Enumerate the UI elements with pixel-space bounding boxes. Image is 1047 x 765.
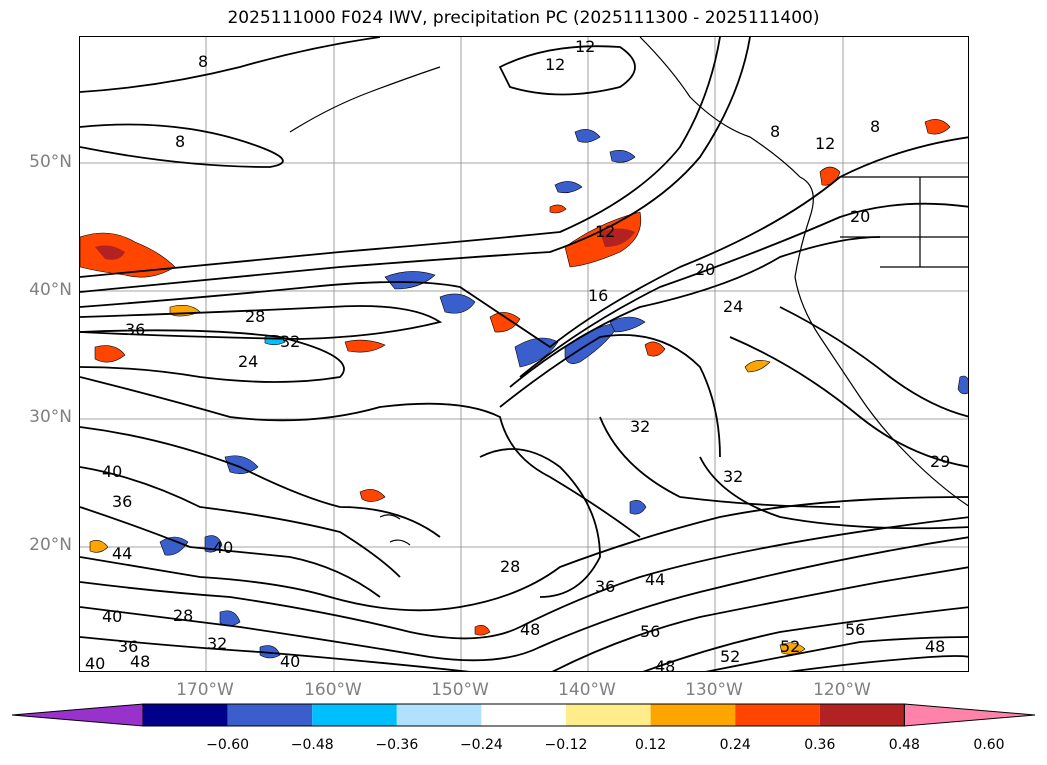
contour-label: 28 (245, 307, 265, 326)
contour-label: 28 (173, 606, 193, 625)
contour-label: 52 (780, 637, 800, 656)
contour-labels: 8 8 12 12 8 12 8 12 16 20 20 24 28 32 36… (85, 37, 950, 672)
colorbar-tick-label: 0.36 (804, 737, 836, 753)
contour-label: 36 (125, 320, 145, 339)
colorbar-segment (227, 704, 313, 726)
contour-label: 56 (640, 622, 660, 641)
contour-label: 56 (845, 620, 865, 639)
contour-label: 12 (815, 134, 835, 153)
colorbar-extend-high (903, 703, 1036, 727)
lon-label-120w: 120°W (813, 680, 871, 700)
lon-label-160w: 160°W (304, 680, 362, 700)
contour-label: 36 (595, 577, 615, 596)
contour-label: 29 (930, 452, 950, 471)
contour-label: 36 (112, 492, 132, 511)
contour-label: 24 (238, 352, 258, 371)
colorbar-tick-label: −0.48 (290, 737, 334, 753)
colorbar-tick-label: 0.24 (719, 737, 751, 753)
colorbar-tick-label: 0.60 (973, 737, 1005, 753)
lon-label-170w: 170°W (176, 680, 234, 700)
contour-label: 20 (695, 260, 715, 279)
contour-label: 24 (723, 297, 743, 316)
contour-label: 48 (655, 657, 675, 672)
contour-label: 8 (198, 52, 208, 71)
contour-label: 40 (213, 538, 233, 557)
contour-label: 32 (280, 332, 300, 351)
lat-label-50n: 50°N (29, 152, 72, 172)
colorbar-segment (481, 704, 566, 726)
graticule (80, 37, 968, 671)
contour-label: 44 (112, 544, 132, 563)
contour-label: 48 (130, 652, 150, 671)
colorbar-segment (819, 704, 905, 726)
contour-label: 32 (723, 467, 743, 486)
contour-label: 20 (850, 207, 870, 226)
contour-label: 36 (118, 637, 138, 656)
contour-label: 40 (102, 607, 122, 626)
contour-label: 40 (280, 652, 300, 671)
colorbar-tick-label: −0.24 (459, 737, 503, 753)
colorbar-tick-label: 0.48 (888, 737, 920, 753)
colorbar-segment (650, 704, 736, 726)
colorbar-tick-label: 0.12 (635, 737, 667, 753)
contour-label: 40 (102, 462, 122, 481)
colorbar-extend-low (11, 703, 144, 727)
contour-label: 44 (645, 570, 665, 589)
colorbar-segment (396, 704, 482, 726)
contour-label: 12 (595, 222, 615, 241)
contour-label: 8 (770, 122, 780, 141)
colorbar-outline (142, 703, 905, 727)
colorbar-tick-label: −0.36 (375, 737, 419, 753)
colorbar-tick-label: −0.60 (206, 737, 250, 753)
contour-label: 48 (520, 620, 540, 639)
colorbar-segment (143, 704, 228, 726)
contour-label: 52 (720, 647, 740, 666)
contour-label: 32 (207, 634, 227, 653)
colorbar-tick-label: −0.12 (544, 737, 588, 753)
colorbar-segment (566, 704, 651, 726)
map-title: 2025111000 F024 IWV, precipitation PC (2… (227, 8, 820, 28)
lon-label-140w: 140°W (558, 680, 616, 700)
contour-label: 48 (925, 637, 945, 656)
lat-label-20n: 20°N (29, 535, 72, 555)
iwv-contours (80, 37, 968, 671)
contour-label: 12 (545, 55, 565, 74)
contour-label: 12 (575, 37, 595, 56)
contour-label: 8 (870, 117, 880, 136)
negative-precip-patches (159, 129, 968, 659)
colorbar-segment (735, 704, 820, 726)
colorbar-segment (312, 704, 397, 726)
contour-label: 28 (500, 557, 520, 576)
lat-label-40n: 40°N (29, 280, 72, 300)
lat-label-30n: 30°N (29, 407, 72, 427)
contour-label: 40 (85, 654, 105, 672)
coastline (289, 37, 968, 546)
contour-label: 8 (175, 132, 185, 151)
lon-label-130w: 130°W (685, 680, 743, 700)
lon-label-150w: 150°W (431, 680, 489, 700)
contour-label: 32 (630, 417, 650, 436)
positive-precip-patches (80, 119, 951, 655)
iwv-map: 8 8 12 12 8 12 8 12 16 20 20 24 28 32 36… (80, 37, 968, 672)
contour-label: 16 (588, 286, 608, 305)
colorbar (11, 703, 1036, 727)
map-panel: 8 8 12 12 8 12 8 12 16 20 20 24 28 32 36… (79, 36, 969, 672)
